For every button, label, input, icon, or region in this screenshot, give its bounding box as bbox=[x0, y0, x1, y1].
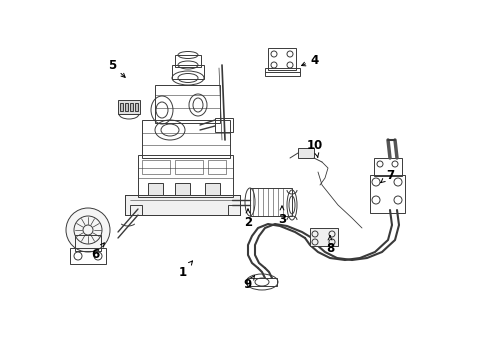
Text: 8: 8 bbox=[325, 236, 333, 255]
Text: 2: 2 bbox=[244, 209, 251, 229]
Bar bbox=[264, 68, 299, 76]
Text: 1: 1 bbox=[179, 261, 192, 279]
Bar bbox=[175, 160, 203, 174]
Bar bbox=[227, 205, 240, 215]
Bar bbox=[155, 85, 220, 123]
Bar bbox=[309, 228, 337, 246]
Text: 9: 9 bbox=[244, 275, 254, 292]
Bar bbox=[130, 205, 142, 215]
Bar bbox=[175, 183, 190, 195]
Bar bbox=[297, 148, 313, 158]
Bar bbox=[142, 120, 229, 158]
Circle shape bbox=[66, 208, 110, 252]
Bar bbox=[215, 118, 232, 132]
Bar bbox=[130, 103, 133, 111]
Bar bbox=[125, 195, 240, 215]
Bar bbox=[175, 55, 201, 67]
Bar bbox=[120, 103, 123, 111]
Bar bbox=[246, 278, 276, 286]
Bar bbox=[75, 235, 101, 251]
Bar bbox=[207, 160, 225, 174]
Text: 7: 7 bbox=[380, 168, 393, 183]
Bar bbox=[172, 65, 203, 79]
Bar bbox=[373, 158, 401, 176]
Bar bbox=[70, 248, 106, 264]
Bar bbox=[204, 183, 220, 195]
Bar bbox=[135, 103, 138, 111]
Bar bbox=[148, 183, 163, 195]
Text: 5: 5 bbox=[108, 59, 125, 77]
Bar bbox=[142, 160, 170, 174]
Bar bbox=[249, 188, 291, 216]
Text: 10: 10 bbox=[306, 139, 323, 157]
Text: 6: 6 bbox=[91, 243, 104, 261]
Bar bbox=[118, 100, 140, 114]
Bar bbox=[125, 103, 128, 111]
Bar bbox=[267, 48, 295, 70]
Bar bbox=[138, 155, 232, 197]
Text: 4: 4 bbox=[301, 54, 319, 67]
Bar bbox=[369, 175, 404, 213]
Text: 3: 3 bbox=[277, 206, 285, 225]
Bar bbox=[125, 195, 240, 215]
